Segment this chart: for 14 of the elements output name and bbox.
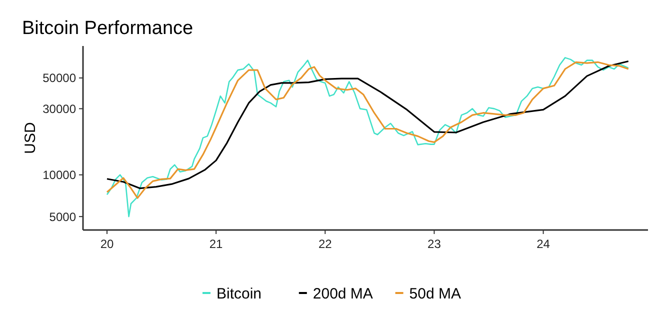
x-tick-label: 24 <box>536 237 550 251</box>
chart-title: Bitcoin Performance <box>22 18 194 39</box>
y-tick-label: 30000 <box>42 102 76 116</box>
x-tick-label: 21 <box>209 237 224 251</box>
x-tick-label: 22 <box>318 237 332 251</box>
legend-label: Bitcoin <box>216 285 262 302</box>
y-axis-title: USD <box>22 122 39 154</box>
y-tick-label: 5000 <box>49 210 76 224</box>
x-tick-label: 20 <box>100 237 114 251</box>
y-tick-label: 50000 <box>42 71 76 86</box>
y-tick-label: 10000 <box>42 168 76 182</box>
legend-label: 200d MA <box>312 285 373 302</box>
legend-label: 50d MA <box>409 285 462 302</box>
x-tick-label: 23 <box>428 237 442 251</box>
